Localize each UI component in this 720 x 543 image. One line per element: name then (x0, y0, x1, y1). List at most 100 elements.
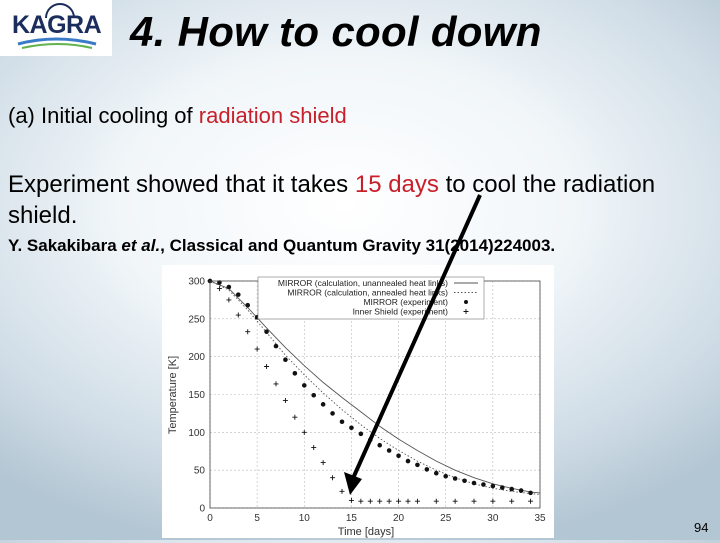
legend-entry-label: MIRROR (calculation, unannealed heat lin… (278, 278, 448, 288)
legend-entry-label: MIRROR (calculation, annealed heat links… (287, 288, 448, 298)
x-tick-label: 35 (534, 513, 546, 524)
shield-exp-point (433, 498, 439, 504)
logo-emblem-icon (17, 3, 97, 49)
mirror-exp-point (358, 431, 364, 437)
shield-exp-point (264, 364, 270, 370)
mirror-exp-point (443, 473, 449, 479)
mirror-exp-point (490, 483, 496, 489)
shield-exp-point (348, 497, 354, 503)
mirror-exp-point (424, 467, 430, 472)
y-tick-label: 50 (194, 466, 206, 477)
section-subtitle: (a) Initial cooling of radiation shield (8, 103, 347, 129)
x-tick-label: 30 (487, 513, 499, 524)
shield-exp-point (386, 498, 392, 504)
slide-title: 4. How to cool down (130, 8, 542, 55)
shield-exp-point (292, 414, 298, 420)
mirror-exp-point (311, 392, 317, 398)
reference-authors: Y. Sakakibara (8, 236, 122, 255)
x-tick-label: 20 (393, 513, 405, 524)
shield-exp-point (528, 498, 534, 504)
page-number: 94 (694, 520, 709, 535)
reference-citation: Y. Sakakibara et al., Classical and Quan… (8, 236, 555, 256)
mirror-exp-point (528, 490, 533, 496)
shield-exp-point (405, 498, 411, 504)
mirror-exp-point (292, 371, 298, 376)
y-tick-label: 250 (188, 314, 205, 325)
x-tick-label: 10 (299, 513, 311, 524)
chart-ticks: 0 5 10 15 20 25 30 35 0 50 100 150 200 250 300 (188, 277, 546, 525)
mirror-exp-point (433, 470, 439, 476)
mirror-exp-point (396, 453, 401, 459)
mirror-exp-point (518, 488, 524, 493)
statement-text: Experiment showed that it takes 15 days … (8, 169, 720, 231)
shield-exp-point (311, 444, 317, 450)
shield-exp-point (301, 429, 307, 435)
y-tick-label: 100 (188, 428, 205, 439)
shield-exp-point (330, 475, 336, 481)
mirror-exp-point (452, 476, 458, 481)
mirror-exp-point (386, 448, 392, 453)
mirror-exp-point (405, 458, 411, 464)
x-tick-label: 0 (207, 513, 213, 524)
mirror-exp-point (283, 357, 288, 362)
shield-exp-point (245, 329, 251, 335)
mirror-exp-point (245, 302, 251, 308)
statement-after: to cool the radiation shield. (8, 171, 656, 229)
shield-exp-point (254, 346, 260, 352)
shield-exp-point (367, 498, 373, 504)
y-axis-label: Temperature [K] (167, 356, 179, 434)
statement-before: Experiment showed that it takes (8, 171, 355, 198)
shield-exp-point (226, 297, 232, 303)
y-tick-label: 300 (188, 277, 205, 288)
reference-rest: , Classical and Quantum Gravity 31(2014)… (160, 236, 556, 255)
y-tick-label: 0 (199, 504, 205, 515)
mirror-exp-point (509, 486, 515, 492)
shield-exp-point (320, 460, 326, 466)
mirror-exp-point (367, 437, 373, 443)
legend-key (464, 300, 468, 304)
cooling-chart-figure: 0 5 10 15 20 25 30 35 0 50 100 150 200 250 300 Time [d… (162, 265, 554, 538)
mirror-exp-point (235, 292, 241, 297)
chart-legend: MIRROR (calculation, unannealed heat lin… (257, 276, 485, 320)
logo-text: KAGRA (12, 11, 102, 39)
shield-exp-point (358, 498, 364, 504)
shield-exp-point (396, 498, 402, 504)
mirror-exp-point (339, 419, 345, 425)
mirror-exp-point (226, 284, 232, 290)
mirror-exp-point (462, 478, 467, 484)
subtitle-highlight: radiation shield (198, 103, 347, 128)
mirror-exp-point (471, 480, 477, 486)
shield-exp-point (216, 286, 222, 292)
shield-exp-point (490, 498, 496, 504)
shield-exp-point (377, 498, 383, 504)
shield-exp-point (282, 398, 288, 404)
subtitle-prefix: (a) Initial cooling of (8, 103, 199, 128)
y-tick-label: 200 (188, 352, 205, 363)
mirror-exp-point (273, 343, 279, 349)
shield-exp-point (452, 498, 458, 504)
shield-exp-point (509, 498, 515, 504)
x-tick-label: 25 (440, 513, 452, 524)
mirror-exp-point (377, 442, 383, 448)
shield-exp-point (339, 488, 345, 494)
x-tick-label: 15 (346, 513, 358, 524)
y-tick-label: 150 (188, 390, 205, 401)
mirror-exp-point (301, 383, 307, 388)
legend-entry-label: MIRROR (experiment) (363, 297, 448, 307)
mirror-exp-point (330, 411, 335, 416)
shield-exp-point (414, 498, 420, 504)
mirror-exp-point (481, 482, 486, 487)
mirror-exp-point (264, 329, 269, 334)
cooling-chart: 0 5 10 15 20 25 30 35 0 50 100 150 200 250 300 Time [d… (167, 276, 546, 539)
shield-exp-point (273, 381, 279, 387)
reference-etal: et al. (121, 236, 161, 255)
kagra-logo: KAGRA (0, 0, 112, 56)
legend-entry-label: Inner Shield (experiment) (353, 307, 449, 317)
x-axis-label: Time [days] (338, 526, 394, 538)
mirror-exp-point (320, 402, 326, 407)
x-tick-label: 5 (254, 513, 260, 524)
mirror-exp-point (499, 485, 505, 490)
shield-exp-point (471, 498, 477, 504)
mirror-exp-point (415, 462, 420, 468)
shield-exp-point (235, 312, 241, 318)
